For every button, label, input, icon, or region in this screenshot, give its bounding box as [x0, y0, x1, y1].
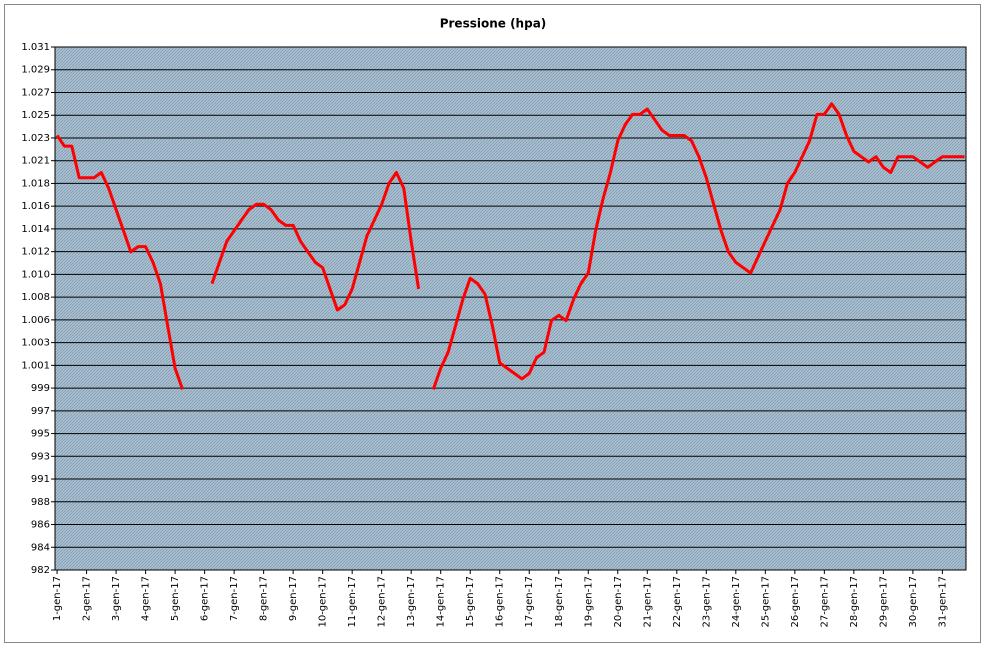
y-tick-label: 986: [31, 520, 50, 531]
x-tick-label: 6-gen-17: [200, 576, 211, 621]
x-tick-label: 2-gen-17: [82, 576, 93, 621]
y-tick-label: 991: [31, 474, 50, 485]
y-tick-label: 993: [31, 451, 50, 462]
pressure-line: [55, 102, 965, 390]
x-tick-label: 10-gen-17: [318, 576, 329, 628]
x-tick-label: 7-gen-17: [229, 576, 240, 621]
x-tick-label: 20-gen-17: [613, 576, 624, 628]
x-tick-label: 30-gen-17: [908, 576, 919, 628]
y-tick-label: 1.018: [21, 178, 50, 189]
y-tick-label: 1.016: [21, 201, 50, 212]
x-tick-label: 23-gen-17: [701, 576, 712, 628]
y-tick-label: 1.023: [21, 133, 50, 144]
x-tick-label: 21-gen-17: [642, 576, 653, 628]
x-tick-label: 4-gen-17: [141, 576, 152, 621]
x-tick-label: 17-gen-17: [524, 576, 535, 628]
y-tick-label: 982: [31, 565, 50, 576]
x-tick-label: 19-gen-17: [583, 576, 594, 628]
y-tick-label: 999: [31, 383, 50, 394]
y-tick-label: 1.027: [21, 87, 50, 98]
y-tick-label: 1.014: [21, 224, 50, 235]
x-tick-label: 3-gen-17: [111, 576, 122, 621]
x-tick-label: 24-gen-17: [731, 576, 742, 628]
plot-area: [54, 46, 967, 571]
x-tick-label: 31-gen-17: [937, 576, 948, 628]
y-tick-label: 1.025: [21, 110, 50, 121]
y-tick-label: 995: [31, 429, 50, 440]
y-tick-label: 1.029: [21, 65, 50, 76]
x-tick-label: 15-gen-17: [465, 576, 476, 628]
x-tick-label: 27-gen-17: [819, 576, 830, 628]
y-tick-label: 997: [31, 406, 50, 417]
y-tick-label: 1.021: [21, 156, 50, 167]
x-tick-label: 8-gen-17: [259, 576, 270, 621]
y-tick-label: 1.001: [21, 360, 50, 371]
y-tick-label: 1.006: [21, 315, 50, 326]
x-tick-label: 26-gen-17: [790, 576, 801, 628]
x-tick-label: 18-gen-17: [554, 576, 565, 628]
y-tick-label: 1.012: [21, 247, 50, 258]
y-tick-label: 1.031: [21, 42, 50, 53]
x-tick-label: 16-gen-17: [495, 576, 506, 628]
y-tick-label: 984: [31, 542, 50, 553]
x-tick-label: 22-gen-17: [672, 576, 683, 628]
x-tick-label: 12-gen-17: [377, 576, 388, 628]
y-tick-label: 1.003: [21, 338, 50, 349]
x-tick-label: 5-gen-17: [170, 576, 181, 621]
x-tick-label: 13-gen-17: [406, 576, 417, 628]
y-tick-label: 1.010: [21, 269, 50, 280]
x-tick-label: 14-gen-17: [436, 576, 447, 628]
y-tick-label: 1.008: [21, 292, 50, 303]
x-tick-label: 29-gen-17: [878, 576, 889, 628]
y-tick-label: 988: [31, 497, 50, 508]
x-tick-label: 25-gen-17: [760, 576, 771, 628]
x-tick-label: 28-gen-17: [849, 576, 860, 628]
x-tick-label: 11-gen-17: [347, 576, 358, 628]
chart-title: Pressione (hpa): [440, 17, 547, 31]
x-tick-label: 1-gen-17: [52, 576, 63, 621]
x-tick-label: 9-gen-17: [288, 576, 299, 621]
